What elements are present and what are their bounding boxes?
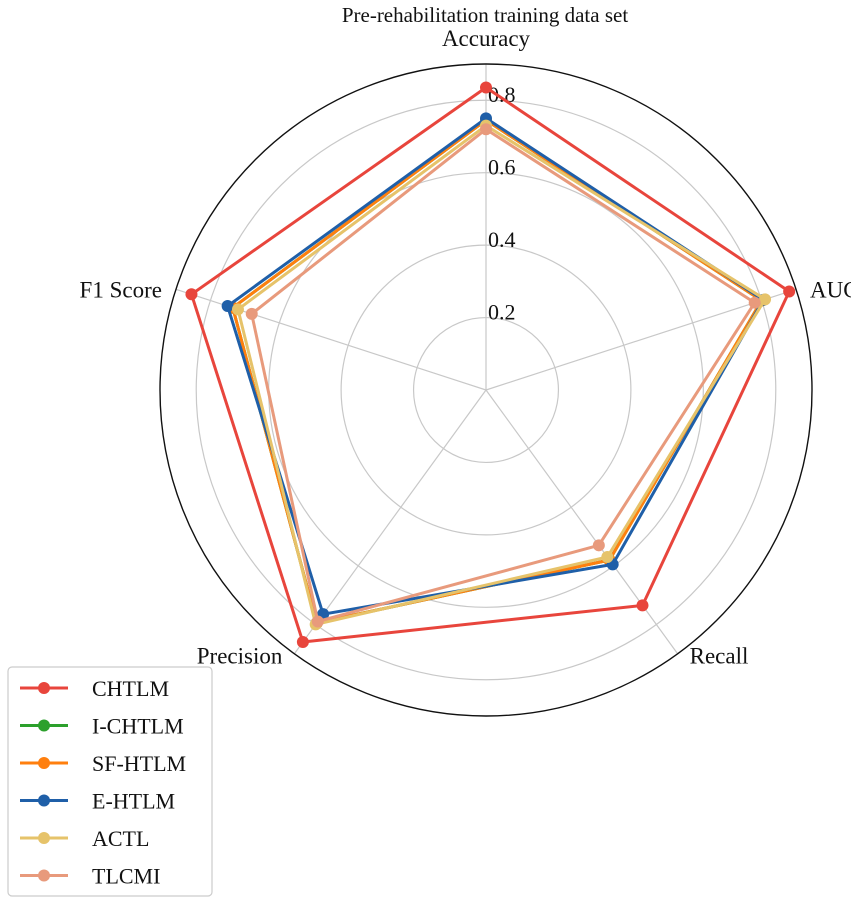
radial-tick-labels: 0.2 0.4 0.6 0.8 <box>488 82 516 324</box>
legend-label: CHTLM <box>92 676 169 701</box>
series-tlcmi <box>245 123 761 628</box>
series-line <box>226 116 765 616</box>
series-line <box>231 118 764 625</box>
legend-label: TLCMI <box>92 864 160 889</box>
legend-item: TLCMI <box>20 864 160 889</box>
series-point <box>759 293 772 306</box>
legend: CHTLM I-CHTLM SF-HTLM E-HTLM ACTL TLCMI <box>7 666 213 897</box>
legend-label: I-CHTLM <box>92 714 184 739</box>
axis-labels: Accuracy AUC Recall Precision F1 Score <box>80 26 851 669</box>
legend-label: ACTL <box>92 826 149 851</box>
series-point <box>480 123 492 136</box>
radar-outer-frame <box>159 63 813 717</box>
legend-box <box>7 666 213 897</box>
rtick-label: 0.6 <box>488 155 516 180</box>
grid-spoke <box>485 288 797 391</box>
legend-swatch-marker <box>38 869 50 882</box>
legend-item: ACTL <box>20 826 149 851</box>
legend-swatch-marker <box>38 832 50 844</box>
series-point <box>296 636 309 649</box>
series-i-chtlm <box>226 114 768 629</box>
legend-label: E-HTLM <box>92 789 175 814</box>
series-layer <box>185 81 796 649</box>
legend-item: CHTLM <box>20 676 169 701</box>
legend-item: E-HTLM <box>20 789 175 814</box>
chart-title: Pre-rehabilitation training data set <box>342 3 628 27</box>
axis-label-f1-score: F1 Score <box>80 277 162 302</box>
legend-item: I-CHTLM <box>20 714 184 739</box>
legend-label: SF-HTLM <box>92 751 186 776</box>
series-point <box>231 303 244 316</box>
series-line <box>250 127 757 623</box>
series-point <box>480 81 492 94</box>
series-point <box>748 296 761 309</box>
series-point <box>592 539 605 552</box>
axis-label-auc: AUC <box>810 277 851 302</box>
legend-swatch-marker <box>38 682 50 694</box>
series-line <box>236 124 767 626</box>
legend-swatch-marker <box>38 757 50 769</box>
legend-item: SF-HTLM <box>20 751 186 776</box>
legend-swatch-marker <box>38 794 50 807</box>
axis-label-precision: Precision <box>197 644 283 669</box>
series-line <box>190 86 791 644</box>
series-point <box>221 300 234 313</box>
radar-spokes <box>175 64 797 655</box>
series-point <box>311 615 324 628</box>
series-point <box>185 288 198 301</box>
series-e-htlm <box>221 112 770 621</box>
legend-swatch-marker <box>38 719 50 732</box>
series-point <box>636 599 649 612</box>
axis-label-accuracy: Accuracy <box>442 26 531 51</box>
rtick-label: 0.2 <box>488 300 516 325</box>
series-line <box>231 118 764 625</box>
axis-label-recall: Recall <box>690 644 749 669</box>
rtick-label: 0.4 <box>488 227 516 252</box>
series-point <box>783 285 796 298</box>
series-actl <box>231 119 772 631</box>
series-chtlm <box>185 81 796 649</box>
series-sf-htlm <box>226 114 768 629</box>
series-point <box>245 307 258 320</box>
grid-spoke <box>485 389 679 655</box>
series-point <box>601 551 614 564</box>
